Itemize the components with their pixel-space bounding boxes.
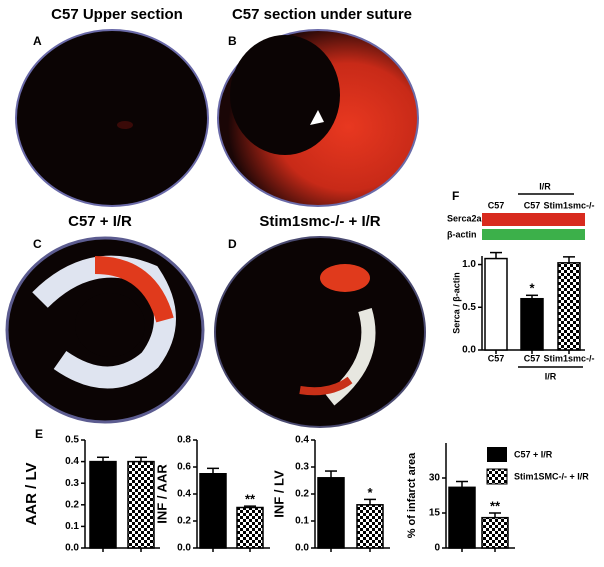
panel-title: C57 Upper section (51, 6, 183, 23)
bar (236, 506, 264, 549)
y-tick-label: 0.2 (65, 499, 79, 510)
y-tick-label: 30 (429, 473, 441, 484)
legend-swatch (486, 468, 508, 485)
y-tick-label: 0.4 (65, 456, 79, 467)
bar (127, 460, 155, 549)
y-tick-label: 0.0 (295, 543, 309, 554)
y-tick-label: 0.0 (65, 543, 79, 554)
y-tick-label: 0.5 (462, 302, 476, 313)
blot-band (482, 229, 585, 240)
panel-letter: F (452, 189, 459, 203)
y-tick-label: 0.2 (177, 516, 191, 527)
bar (199, 473, 227, 549)
legend-swatch (487, 447, 507, 462)
panel-title: C57 + I/R (68, 213, 132, 230)
y-tick-label: 0.1 (65, 521, 79, 532)
photo-a (15, 29, 209, 207)
blot-band (482, 213, 585, 226)
bar (520, 297, 544, 351)
x-tick-label: C57 (488, 353, 505, 363)
panel-letter: A (33, 34, 42, 48)
y-tick-label: 0.1 (295, 516, 309, 527)
blot-lane: Stim1smc-/- (543, 200, 594, 210)
y-tick-label: 1.0 (462, 259, 476, 270)
y-axis-label: AAR / LV (23, 462, 40, 525)
annotation: ** (245, 492, 256, 507)
y-tick-label: 0.0 (462, 345, 476, 356)
legend-label: C57 + I/R (514, 449, 553, 459)
blot-row: Serca2a (447, 213, 483, 223)
y-tick-label: 0.0 (177, 543, 191, 554)
y-axis-label: INF / AAR (154, 464, 169, 524)
blot-lane: C57 (524, 200, 541, 210)
y-tick-label: 0.8 (177, 435, 191, 446)
x-tick-label: C57 (524, 353, 541, 363)
bar (448, 486, 476, 549)
bar (484, 257, 508, 351)
y-axis-label: % of infarct area (406, 452, 418, 538)
y-axis-label: Serca / β-actin (451, 272, 461, 334)
bar (481, 516, 509, 549)
panel-title: C57 section under suture (232, 6, 412, 23)
y-tick-label: 0.4 (295, 435, 309, 446)
bar (557, 262, 581, 351)
panel-letter: D (228, 237, 237, 251)
x-tick-label: Stim1smc-/- (543, 353, 594, 363)
photo-b (217, 29, 419, 207)
bar (356, 504, 384, 549)
blot-row: β-actin (447, 229, 477, 239)
annotation: ** (490, 498, 501, 513)
annotation: * (367, 485, 373, 500)
legend-label: Stim1SMC-/- + I/R (514, 471, 589, 481)
y-tick-label: 0.6 (177, 462, 191, 473)
blot-group: I/R (539, 181, 551, 191)
panel-letter: E (35, 427, 43, 441)
y-tick-label: 0.3 (65, 478, 79, 489)
photo-d (214, 236, 426, 428)
bar (89, 460, 117, 549)
panel-letter: B (228, 34, 237, 48)
bar (317, 477, 345, 549)
y-tick-label: 0.3 (295, 462, 309, 473)
y-tick-label: 0 (434, 543, 440, 554)
annotation: * (529, 281, 535, 296)
y-tick-label: 0.4 (177, 489, 191, 500)
y-tick-label: 0.5 (65, 435, 79, 446)
panel-letter: C (33, 237, 42, 251)
y-axis-label: INF / LV (271, 470, 286, 518)
y-tick-label: 0.2 (295, 489, 309, 500)
panel-title: Stim1smc-/- + I/R (259, 213, 380, 230)
photo-c (5, 236, 205, 424)
blot-lane: C57 (488, 200, 505, 210)
y-tick-label: 15 (429, 508, 441, 519)
group-label: I/R (545, 371, 557, 381)
